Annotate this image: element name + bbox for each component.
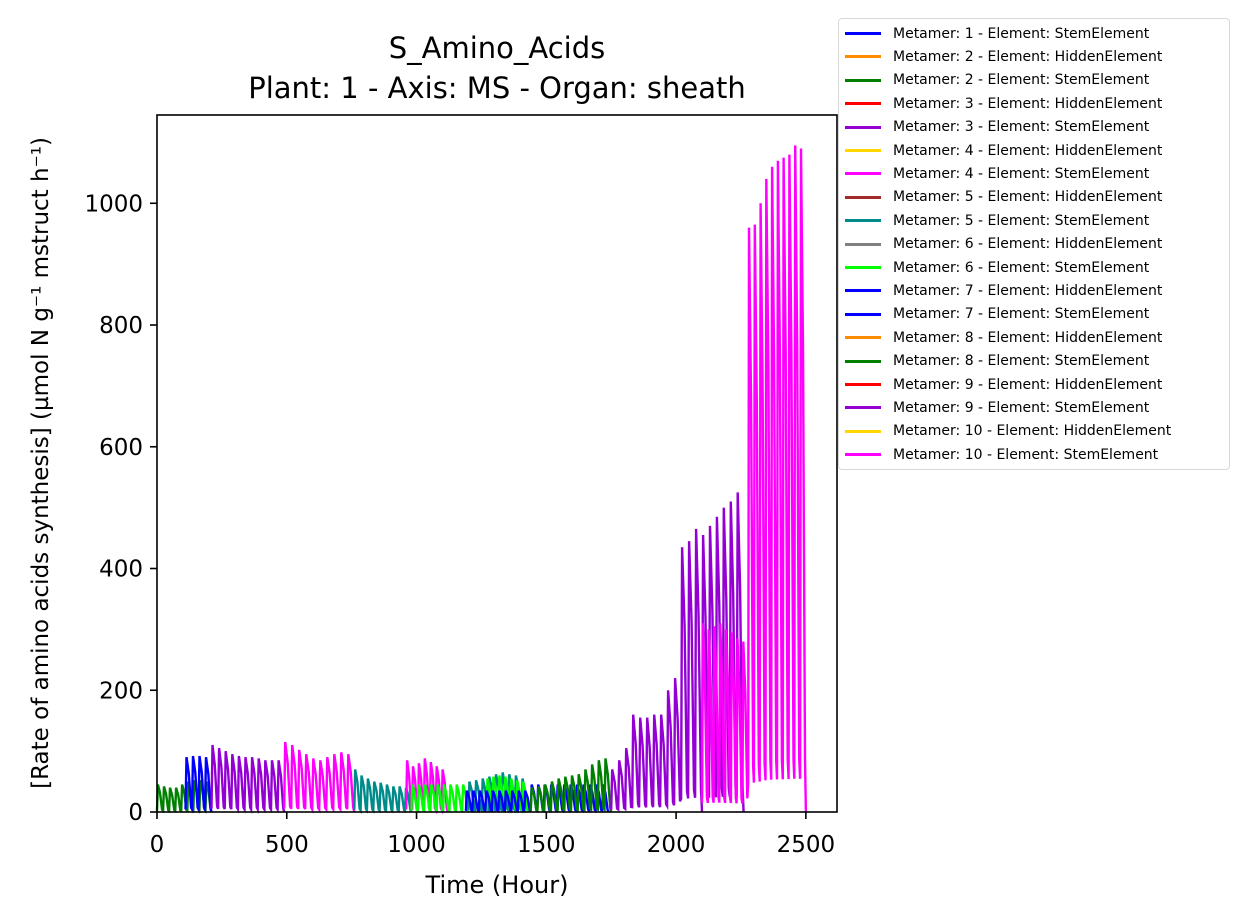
x-tick-label: 0	[150, 832, 165, 858]
series-line-segment	[353, 769, 413, 815]
legend-label: Metamer: 3 - Element: HiddenElement	[893, 95, 1163, 112]
legend-entry: Metamer: 3 - Element: HiddenElement	[845, 92, 1162, 115]
legend-entry: Metamer: 4 - Element: HiddenElement	[845, 139, 1162, 162]
legend-swatch	[845, 32, 881, 35]
legend-entry: Metamer: 9 - Element: HiddenElement	[845, 373, 1162, 396]
legend-label: Metamer: 7 - Element: StemElement	[893, 306, 1150, 323]
series-line-segment	[410, 784, 470, 814]
legend-swatch	[845, 359, 881, 363]
legend-label: Metamer: 10 - Element: HiddenElement	[893, 423, 1172, 440]
legend-label: Metamer: 9 - Element: HiddenElement	[893, 376, 1163, 393]
legend-label: Metamer: 7 - Element: HiddenElement	[893, 282, 1163, 299]
legend-swatch	[845, 383, 881, 386]
plot-frame	[156, 114, 838, 813]
legend-entry: Metamer: 1 - Element: StemElement	[845, 22, 1149, 45]
legend-entry: Metamer: 6 - Element: HiddenElement	[845, 233, 1162, 256]
legend-swatch	[845, 195, 881, 199]
legend-entry: Metamer: 8 - Element: StemElement	[845, 350, 1149, 373]
series-line-segment	[485, 775, 530, 814]
legend-label: Metamer: 9 - Element: StemElement	[893, 399, 1150, 416]
legend-entry: Metamer: 10 - Element: HiddenElement	[845, 420, 1171, 443]
x-tick-label: 1000	[387, 832, 446, 858]
legend-swatch	[845, 219, 881, 223]
legend-label: Metamer: 2 - Element: HiddenElement	[893, 48, 1163, 65]
series-line-segment	[283, 741, 356, 814]
x-axis-label: Time (Hour)	[425, 871, 569, 899]
legend-label: Metamer: 4 - Element: StemElement	[893, 165, 1150, 182]
legend-entry: Metamer: 2 - Element: StemElement	[845, 69, 1149, 92]
legend-entry: Metamer: 5 - Element: StemElement	[845, 209, 1149, 232]
legend-entry: Metamer: 7 - Element: HiddenElement	[845, 279, 1162, 302]
legend-entry: Metamer: 5 - Element: HiddenElement	[845, 186, 1162, 209]
legend-label: Metamer: 1 - Element: StemElement	[893, 25, 1150, 42]
chart-title: S_Amino_Acids	[389, 31, 606, 65]
legend-entry: Metamer: 9 - Element: StemElement	[845, 396, 1149, 419]
y-tick-label: 200	[99, 678, 143, 704]
y-axis-label: [Rate of amino acids synthesis] (µmol N …	[28, 137, 54, 789]
x-tick-label: 2500	[777, 832, 836, 858]
legend-entry: Metamer: 3 - Element: StemElement	[845, 116, 1149, 139]
legend-label: Metamer: 8 - Element: HiddenElement	[893, 329, 1163, 346]
y-tick-label: 0	[128, 800, 143, 826]
plot-lines	[155, 145, 808, 815]
x-tick-label: 1500	[517, 832, 576, 858]
legend-swatch	[845, 453, 881, 457]
legend-swatch	[845, 429, 881, 433]
legend-label: Metamer: 8 - Element: StemElement	[893, 353, 1150, 370]
x-tick-label: 2000	[647, 832, 706, 858]
legend-swatch	[845, 149, 881, 152]
legend-swatch	[845, 172, 881, 176]
legend-swatch	[845, 102, 881, 106]
legend-label: Metamer: 6 - Element: StemElement	[893, 259, 1150, 276]
legend-swatch	[845, 406, 881, 410]
legend-entry: Metamer: 2 - Element: HiddenElement	[845, 45, 1162, 68]
legend-swatch	[845, 289, 881, 293]
legend-entry: Metamer: 8 - Element: HiddenElement	[845, 326, 1162, 349]
y-tick-label: 600	[99, 435, 143, 461]
legend-label: Metamer: 2 - Element: StemElement	[893, 72, 1150, 89]
legend-label: Metamer: 5 - Element: StemElement	[893, 212, 1150, 229]
series-line-segment	[184, 755, 213, 814]
legend-label: Metamer: 3 - Element: StemElement	[893, 119, 1150, 136]
series-line-segment	[464, 790, 532, 814]
y-tick-label: 800	[99, 313, 143, 339]
legend: Metamer: 1 - Element: StemElement Metamer…	[838, 18, 1230, 470]
legend-swatch	[845, 78, 881, 82]
x-tick-label: 500	[265, 832, 309, 858]
legend-label: Metamer: 4 - Element: HiddenElement	[893, 142, 1163, 159]
legend-swatch	[845, 266, 881, 269]
y-tick-label: 400	[99, 557, 143, 583]
legend-label: Metamer: 5 - Element: HiddenElement	[893, 189, 1163, 206]
legend-swatch	[845, 312, 881, 316]
series-line-segment	[700, 145, 808, 813]
legend-entry: Metamer: 4 - Element: StemElement	[845, 162, 1149, 185]
legend-entry: Metamer: 7 - Element: StemElement	[845, 303, 1149, 326]
legend-swatch	[845, 125, 881, 129]
series-line-segment	[610, 528, 704, 813]
legend-swatch	[845, 242, 881, 246]
legend-label: Metamer: 10 - Element: StemElement	[893, 446, 1159, 463]
series-line-segment	[210, 744, 286, 814]
legend-label: Metamer: 6 - Element: HiddenElement	[893, 236, 1163, 253]
chart-subtitle: Plant: 1 - Axis: MS - Organ: sheath	[248, 71, 746, 105]
series-line-segment	[529, 758, 613, 814]
axes: 0 500 1000 1500 2000 2500 0 200 400 600 800 1000	[84, 114, 838, 858]
legend-swatch	[845, 336, 881, 340]
legend-entry: Metamer: 6 - Element: StemElement	[845, 256, 1149, 279]
legend-swatch	[845, 55, 881, 59]
y-tick-label: 1000	[84, 191, 143, 217]
legend-entry: Metamer: 10 - Element: StemElement	[845, 443, 1158, 466]
